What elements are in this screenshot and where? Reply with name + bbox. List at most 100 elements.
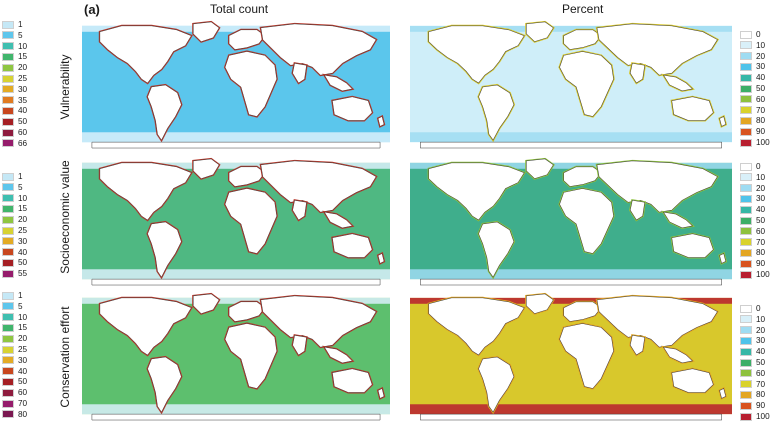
legend-swatch	[2, 367, 14, 376]
legend-item: 70	[740, 106, 765, 115]
legend-swatch	[2, 204, 14, 213]
legend-swatch	[2, 345, 14, 354]
legend-item: 50	[740, 84, 765, 93]
legend-label: 15	[18, 204, 28, 214]
legend-swatch	[2, 248, 14, 257]
legend-item: 100	[740, 138, 770, 147]
legend-item: 55	[2, 269, 27, 278]
continent-nz	[377, 116, 385, 127]
legend-swatch	[740, 390, 752, 399]
continent-asia	[260, 295, 377, 348]
legend-socioeconomic-percent: 0 10 20 30 40 50 60 70 80 90 100	[740, 162, 776, 279]
legend-swatch	[740, 380, 752, 389]
legend-label: 40	[756, 73, 766, 83]
continent-asia	[596, 295, 718, 348]
legend-swatch	[2, 258, 14, 267]
continent-greenland	[193, 158, 220, 179]
continent-antarctica	[91, 278, 381, 286]
legend-label: 30	[18, 236, 28, 246]
legend-item: 20	[2, 334, 27, 343]
legend-label: 50	[18, 377, 28, 387]
legend-label: 1	[18, 172, 23, 181]
continent-seAsia	[662, 346, 694, 364]
legend-swatch	[740, 336, 752, 345]
legend-label: 40	[18, 106, 28, 116]
legend-item: 66	[2, 139, 27, 148]
continent-nz	[719, 253, 727, 264]
continent-greenland	[526, 21, 554, 42]
legend-item: 40	[2, 106, 27, 115]
legend-swatch	[2, 63, 14, 72]
legend-item: 40	[2, 248, 27, 257]
continent-seAsia	[662, 211, 694, 229]
legend-label: 5	[18, 182, 23, 192]
legend-item: 80	[740, 116, 765, 125]
legend-label: 40	[756, 205, 766, 215]
continent-asia	[260, 160, 377, 213]
continent-seAsia	[323, 346, 353, 364]
legend-label: 25	[18, 74, 28, 83]
continent-india	[292, 335, 307, 356]
legend-swatch	[740, 62, 752, 71]
legend-swatch	[2, 52, 14, 61]
continent-greenland	[193, 21, 220, 42]
continent-africa	[224, 323, 277, 389]
legend-swatch	[740, 347, 752, 356]
legend-item: 90	[740, 259, 765, 268]
continent-southAmerica	[478, 356, 515, 413]
legend-swatch	[740, 73, 752, 82]
legend-item: 10	[2, 313, 27, 322]
legend-item: 50	[2, 117, 27, 126]
legend-item: 100	[740, 270, 770, 279]
legend-swatch	[740, 238, 752, 247]
continent-southAmerica	[147, 356, 182, 413]
continent-nz	[719, 388, 727, 399]
legend-label: 10	[18, 193, 28, 203]
legend-swatch	[740, 227, 752, 236]
legend-item: 40	[740, 73, 765, 82]
legend-item: 30	[2, 356, 27, 365]
legend-label: 1	[18, 20, 23, 29]
legend-label: 20	[18, 215, 28, 225]
legend-item: 20	[2, 215, 27, 224]
continent-nz	[377, 253, 385, 264]
legend-item: 60	[2, 388, 27, 397]
continent-northAmerica	[428, 162, 525, 221]
legend-socioeconomic-count: 1 5 10 15 20 25 30 40 50 55	[2, 172, 52, 282]
legend-swatch	[2, 74, 14, 83]
legend-label: 70	[756, 237, 766, 247]
legend-item: 80	[2, 410, 27, 419]
continent-northAmerica	[428, 25, 525, 84]
legend-item: 0	[740, 30, 761, 39]
legend-swatch	[740, 95, 752, 104]
legend-label: 30	[756, 62, 766, 72]
legend-swatch	[740, 116, 752, 125]
legend-label: 70	[756, 105, 766, 115]
legend-swatch	[2, 172, 14, 181]
continent-africa	[224, 51, 277, 117]
legend-conservation-count: 1 5 10 15 20 25 30 40 50 60 70 80	[2, 291, 52, 421]
legend-item: 80	[740, 248, 765, 257]
legend-label: 35	[18, 95, 28, 105]
panel-letter: (a)	[84, 2, 100, 17]
continent-antarctica	[91, 141, 381, 149]
world-map	[410, 20, 732, 149]
legend-swatch	[2, 269, 14, 278]
legend-item: 1	[2, 172, 23, 181]
arctic-band	[410, 162, 732, 169]
legend-label: 10	[18, 312, 28, 322]
legend-label: 30	[756, 336, 766, 346]
legend-label: 30	[756, 194, 766, 204]
legend-label: 70	[18, 399, 28, 408]
legend-label: 80	[756, 390, 766, 400]
legend-swatch	[740, 52, 752, 61]
continent-nz	[719, 116, 727, 127]
column-title-total-count: Total count	[210, 2, 269, 16]
legend-item: 20	[740, 326, 765, 335]
legend-item: 25	[2, 345, 27, 354]
legend-label: 80	[18, 409, 28, 419]
continent-asia	[596, 160, 718, 213]
legend-item: 0	[740, 304, 761, 313]
continent-greenland	[526, 158, 554, 179]
legend-swatch	[740, 127, 752, 136]
